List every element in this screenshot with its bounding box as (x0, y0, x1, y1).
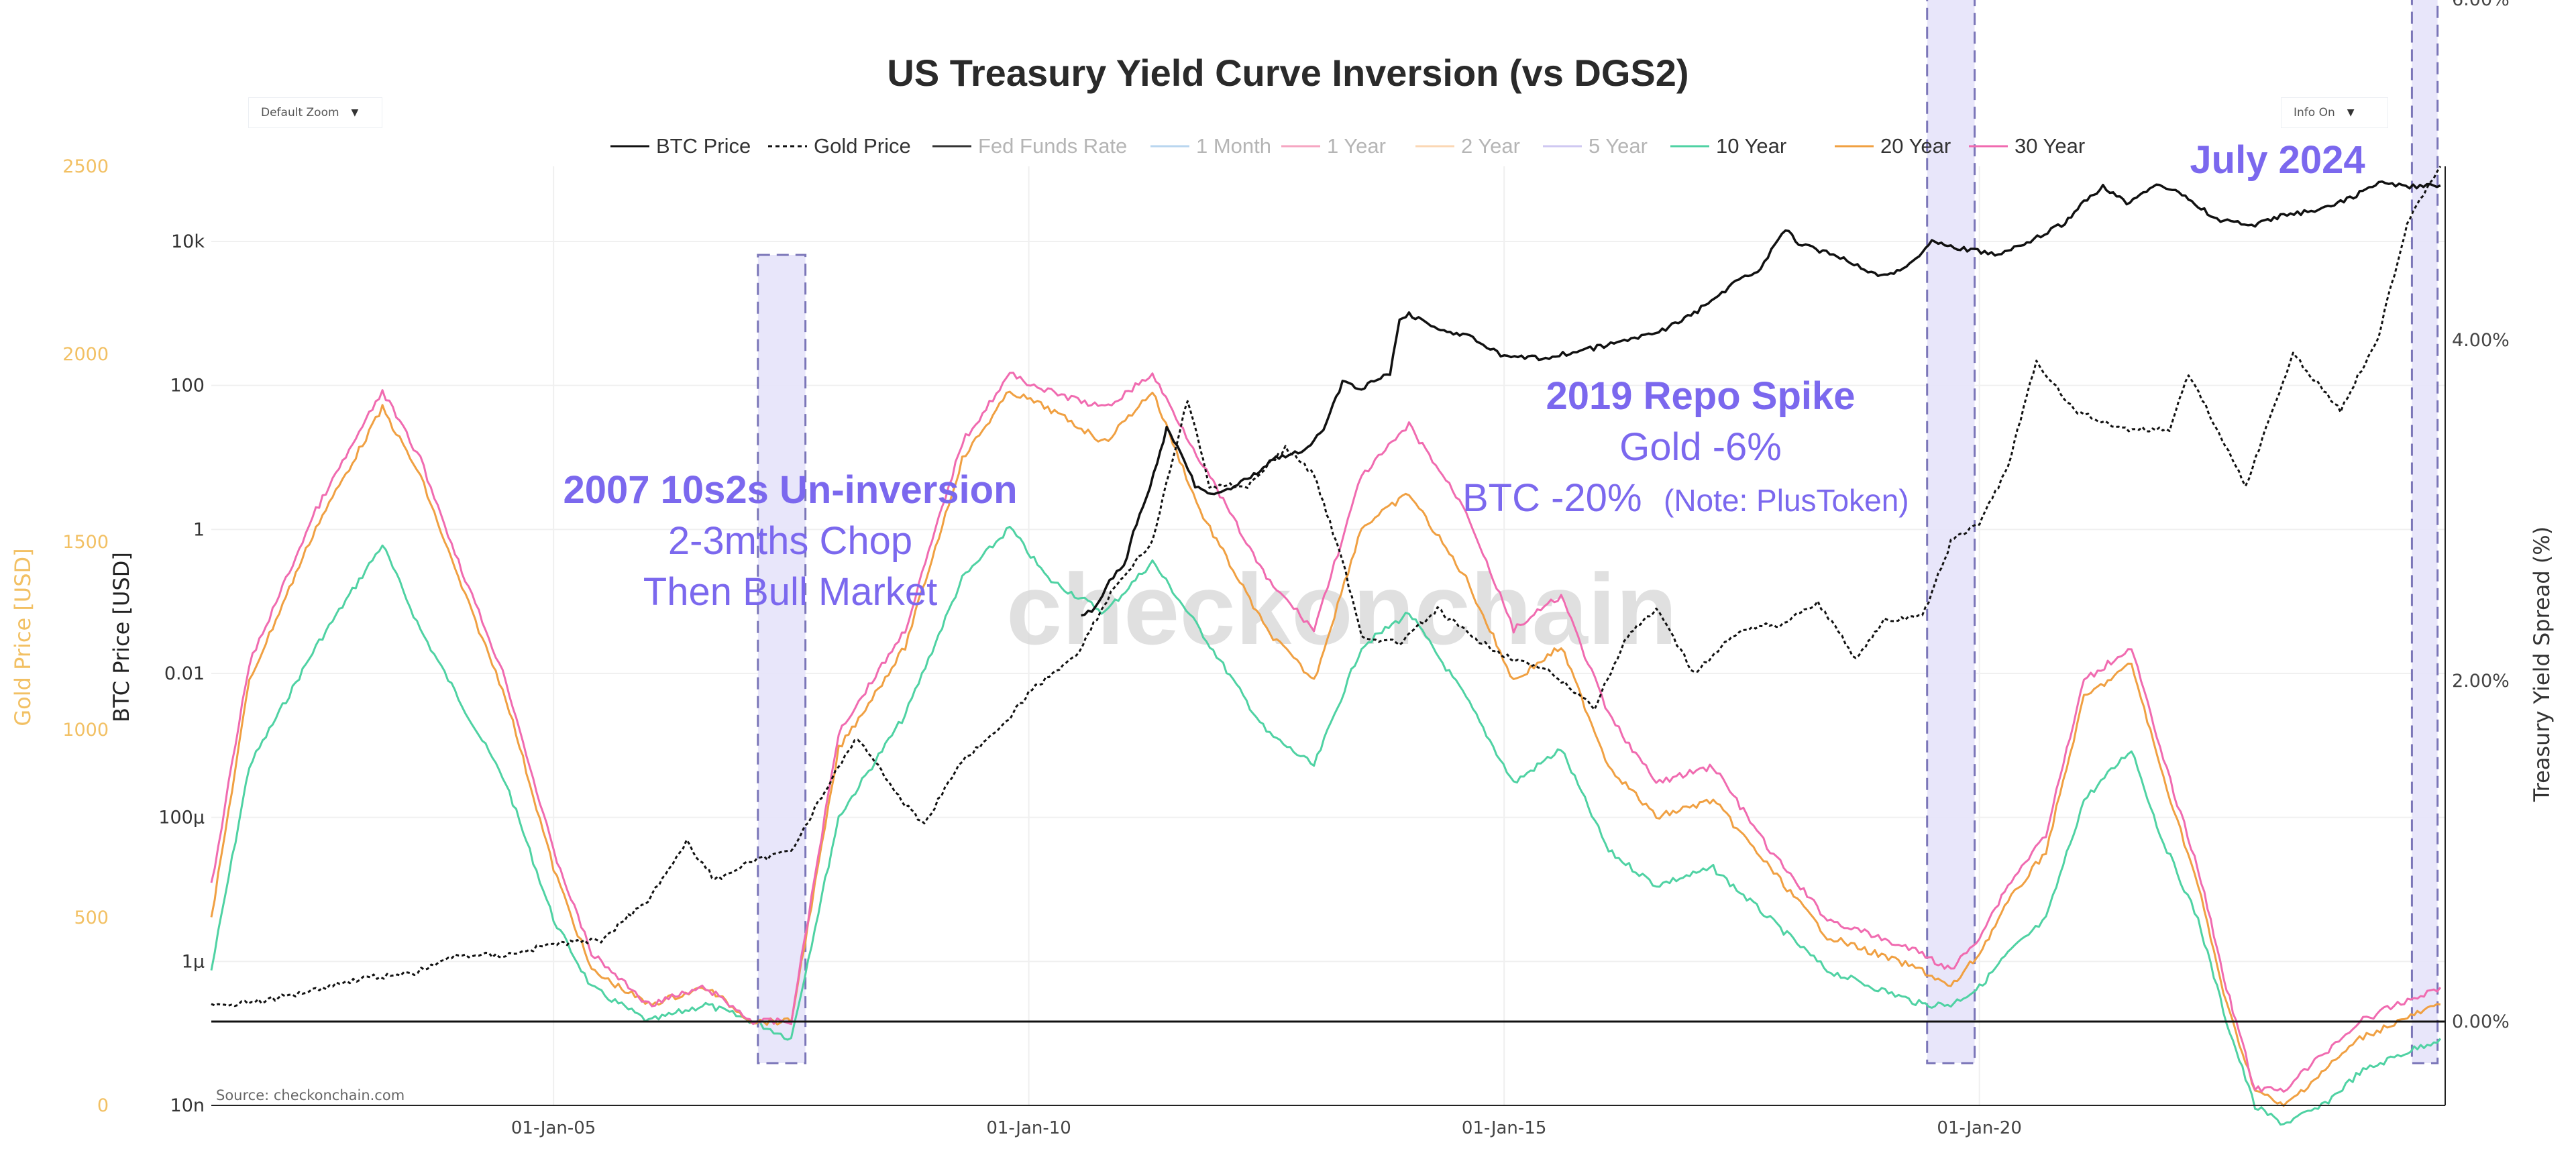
gold-tick-label: 1000 (62, 720, 109, 741)
legend-label: Gold Price (814, 134, 911, 158)
x-tick-label: 01-Jan-05 (511, 1118, 596, 1138)
series-line-btc-price (1081, 180, 2441, 617)
legend-item-2-year[interactable]: 2 Year (1415, 134, 1520, 158)
legend-label: 20 Year (1880, 134, 1951, 158)
spread-tick-label: 2.00% (2452, 671, 2510, 692)
zoom-dropdown-label: Default Zoom (261, 106, 339, 119)
info-dropdown[interactable]: Info On ▼ (2281, 97, 2388, 128)
legend-item-btc-price[interactable]: BTC Price (610, 134, 751, 158)
legend-item-1-month[interactable]: 1 Month (1150, 134, 1271, 158)
gold-tick-label: 2500 (62, 156, 109, 177)
btc-tick-label: 10n (170, 1095, 205, 1116)
annotation-2019-note: (Note: PlusToken) (1664, 483, 1909, 518)
legend[interactable]: BTC Price Gold Price Fed Funds Rate 1 Month… (610, 134, 2085, 158)
series-line-20-year (210, 390, 2441, 1107)
x-tick-label: 01-Jan-20 (1937, 1118, 2021, 1138)
highlight-band (2410, 0, 2439, 1064)
series-layer (210, 166, 2442, 1126)
btc-tick-label: 1μ (182, 951, 205, 972)
annotations: 2007 10s2s Un-inversion 2-3mths Chop Then … (563, 138, 2365, 614)
legend-label: 5 Year (1589, 134, 1648, 158)
chevron-down-icon: ▼ (351, 107, 359, 118)
annotation-2007-line: 2-3mths Chop (668, 519, 912, 563)
series-line-10-year (210, 525, 2442, 1126)
annotation-2019-line: Gold -6% (1619, 425, 1782, 469)
btc-axis-title: BTC Price [USD] (109, 552, 134, 722)
series-line-30-year (210, 372, 2442, 1093)
x-tick-label: 01-Jan-15 (1462, 1118, 1546, 1138)
highlight-band (757, 254, 807, 1064)
chart-title: US Treasury Yield Curve Inversion (vs DG… (887, 52, 1688, 94)
spread-tick-label: 4.00% (2452, 330, 2510, 351)
btc-tick-label: 0.01 (164, 663, 205, 684)
zoom-dropdown[interactable]: Default Zoom ▼ (248, 97, 382, 128)
annotation-july-2024: July 2024 (2190, 138, 2365, 182)
legend-item-fed-funds-rate[interactable]: Fed Funds Rate (932, 134, 1127, 158)
annotation-2019-title: 2019 Repo Spike (1546, 374, 1856, 418)
legend-item-30-year[interactable]: 30 Year (1969, 134, 2085, 158)
series-line-gold-price (211, 166, 2442, 1007)
gold-tick-label: 500 (74, 908, 109, 928)
btc-tick-label: 10k (171, 231, 205, 252)
gold-axis-title: Gold Price [USD] (10, 548, 36, 726)
btc-tick-label: 100 (170, 376, 205, 396)
annotation-2007-title: 2007 10s2s Un-inversion (563, 468, 1017, 512)
legend-label: 2 Year (1461, 134, 1520, 158)
btc-tick-label: 1 (193, 519, 205, 540)
spread-axis-title: Treasury Yield Spread (%) (2529, 527, 2555, 802)
x-tick-label: 01-Jan-10 (986, 1118, 1071, 1138)
legend-label: 1 Year (1327, 134, 1386, 158)
legend-item-10-year[interactable]: 10 Year (1670, 134, 1786, 158)
legend-label: 1 Month (1196, 134, 1271, 158)
annotation-2019-line: BTC -20% (1462, 476, 1642, 520)
legend-item-1-year[interactable]: 1 Year (1281, 134, 1386, 158)
info-dropdown-label: Info On (2294, 106, 2335, 119)
spread-tick-label: 6.00% (2452, 0, 2510, 10)
gold-tick-label: 0 (97, 1095, 109, 1116)
chevron-down-icon: ▼ (2347, 107, 2355, 118)
legend-item-20-year[interactable]: 20 Year (1835, 134, 1951, 158)
axes: 01-Jan-05 01-Jan-10 01-Jan-15 01-Jan-20 10n 1… (10, 0, 2555, 1138)
legend-label: BTC Price (656, 134, 751, 158)
legend-label: 30 Year (2015, 134, 2085, 158)
legend-label: 10 Year (1716, 134, 1786, 158)
source-label: Source: checkonchain.com (216, 1087, 405, 1103)
gold-tick-label: 2000 (62, 344, 109, 365)
highlight-layer (757, 0, 2439, 1064)
legend-label: Fed Funds Rate (978, 134, 1127, 158)
highlight-band (1926, 0, 1976, 1064)
btc-tick-label: 100μ (158, 808, 205, 828)
gold-tick-label: 1500 (62, 532, 109, 553)
legend-item-gold-price[interactable]: Gold Price (768, 134, 911, 158)
spread-tick-label: 0.00% (2452, 1011, 2510, 1032)
annotation-2007-line: Then Bull Market (643, 570, 937, 614)
legend-item-5-year[interactable]: 5 Year (1543, 134, 1648, 158)
